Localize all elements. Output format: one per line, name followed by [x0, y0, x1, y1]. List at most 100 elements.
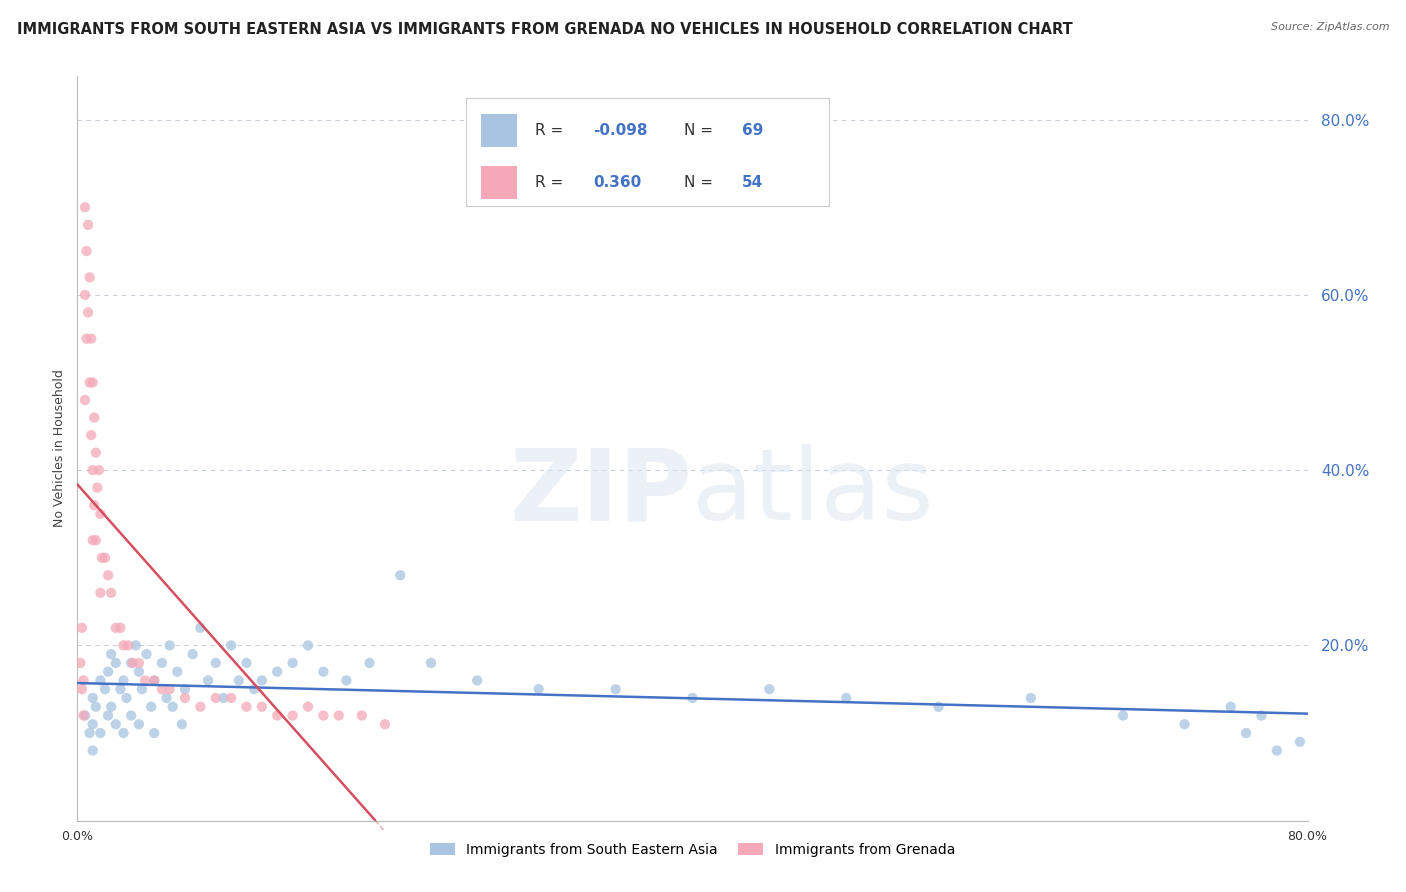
Point	[84, 445, 107, 459]
Point	[243, 682, 266, 697]
Point	[150, 682, 173, 697]
Point	[128, 717, 150, 731]
Point	[212, 690, 235, 705]
Point	[188, 621, 212, 635]
Point	[110, 621, 132, 635]
Point	[100, 586, 122, 600]
Point	[104, 717, 127, 731]
Point	[121, 656, 143, 670]
Point	[235, 699, 257, 714]
Point	[159, 682, 181, 697]
Legend: Immigrants from South Eastern Asia, Immigrants from Grenada: Immigrants from South Eastern Asia, Immi…	[425, 837, 960, 862]
Point	[104, 656, 127, 670]
Point	[89, 586, 111, 600]
Point	[1112, 708, 1135, 723]
Point	[143, 673, 166, 688]
Point	[73, 708, 96, 723]
Point	[204, 690, 226, 705]
Point	[1289, 735, 1312, 749]
Text: atlas: atlas	[693, 444, 934, 541]
Point	[328, 708, 350, 723]
Point	[80, 428, 103, 442]
Point	[297, 699, 319, 714]
Point	[70, 621, 93, 635]
Point	[266, 665, 288, 679]
Point	[112, 673, 135, 688]
Point	[128, 656, 150, 670]
Text: ZIP: ZIP	[509, 444, 693, 541]
Point	[150, 656, 173, 670]
Point	[87, 463, 110, 477]
Point	[143, 726, 166, 740]
Point	[219, 639, 242, 653]
Point	[82, 717, 104, 731]
Point	[312, 708, 335, 723]
Point	[97, 708, 120, 723]
Point	[335, 673, 357, 688]
Point	[1019, 690, 1042, 705]
Point	[112, 726, 135, 740]
Point	[117, 639, 139, 653]
Point	[250, 673, 273, 688]
Point	[131, 682, 153, 697]
Point	[115, 690, 138, 705]
Point	[128, 665, 150, 679]
Point	[162, 699, 184, 714]
Point	[389, 568, 412, 582]
Point	[97, 665, 120, 679]
Point	[159, 639, 181, 653]
Point	[1174, 717, 1197, 731]
Point	[83, 410, 105, 425]
Point	[143, 673, 166, 688]
Point	[76, 244, 98, 258]
Point	[73, 288, 96, 302]
Point	[72, 708, 94, 723]
Point	[219, 690, 242, 705]
Point	[84, 699, 107, 714]
Point	[89, 726, 111, 740]
Point	[86, 481, 108, 495]
Point	[281, 708, 304, 723]
Text: Source: ZipAtlas.com: Source: ZipAtlas.com	[1271, 22, 1389, 32]
Point	[235, 656, 257, 670]
Point	[312, 665, 335, 679]
Point	[188, 699, 212, 714]
Point	[83, 498, 105, 512]
Point	[110, 682, 132, 697]
Point	[84, 533, 107, 548]
Point	[135, 647, 157, 661]
Point	[1250, 708, 1272, 723]
Point	[281, 656, 304, 670]
Point	[350, 708, 373, 723]
Point	[359, 656, 381, 670]
Point	[374, 717, 396, 731]
Point	[758, 682, 780, 697]
Point	[141, 699, 163, 714]
Point	[928, 699, 950, 714]
Point	[166, 665, 188, 679]
Point	[94, 550, 117, 565]
Point	[69, 656, 91, 670]
Point	[97, 568, 120, 582]
Point	[89, 673, 111, 688]
Point	[82, 376, 104, 390]
Point	[197, 673, 219, 688]
Point	[174, 682, 197, 697]
Point	[82, 533, 104, 548]
Point	[77, 218, 100, 232]
Point	[73, 392, 96, 407]
Point	[76, 332, 98, 346]
Y-axis label: No Vehicles in Household: No Vehicles in Household	[53, 369, 66, 527]
Point	[605, 682, 627, 697]
Point	[79, 270, 101, 285]
Point	[82, 743, 104, 757]
Point	[181, 647, 204, 661]
Point	[297, 639, 319, 653]
Point	[204, 656, 226, 670]
Point	[420, 656, 443, 670]
Text: IMMIGRANTS FROM SOUTH EASTERN ASIA VS IMMIGRANTS FROM GRENADA NO VEHICLES IN HOU: IMMIGRANTS FROM SOUTH EASTERN ASIA VS IM…	[17, 22, 1073, 37]
Point	[82, 463, 104, 477]
Point	[79, 376, 101, 390]
Point	[79, 726, 101, 740]
Point	[77, 305, 100, 319]
